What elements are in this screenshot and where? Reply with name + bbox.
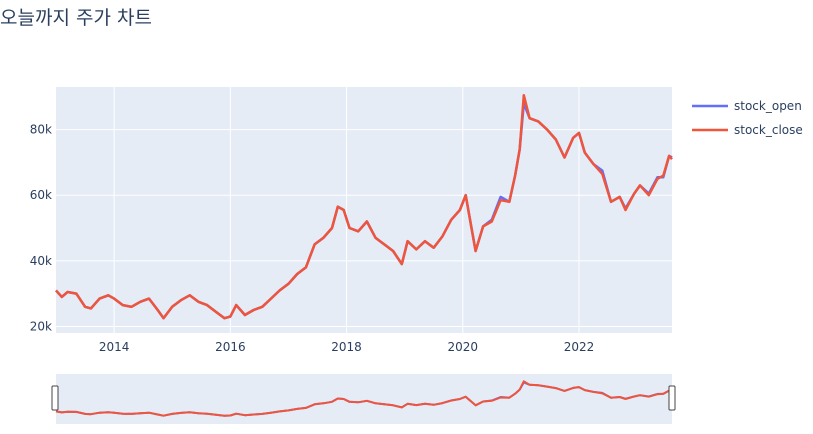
chart-title: 오늘까지 주가 차트 <box>0 7 152 29</box>
range-slider-series <box>55 380 673 417</box>
series-lines <box>55 93 673 320</box>
plot-area[interactable] <box>56 87 672 333</box>
slider-line-stock_close <box>55 380 673 417</box>
y-axis-ticks: 20k 40k 60k 80k <box>30 123 52 334</box>
y-tick-label: 20k <box>30 319 52 333</box>
range-slider[interactable] <box>56 374 672 424</box>
y-tick-label: 40k <box>30 254 52 268</box>
x-tick-label: 2018 <box>331 340 362 354</box>
range-slider-left-handle[interactable] <box>51 385 59 411</box>
x-axis-ticks: 2014 2016 2018 2020 2022 <box>99 340 594 354</box>
y-tick-label: 60k <box>30 188 52 202</box>
range-slider-right-handle[interactable] <box>668 385 676 411</box>
x-tick-label: 2022 <box>564 340 595 354</box>
legend-label[interactable]: stock_open <box>734 99 802 113</box>
legend: stock_open stock_close <box>692 99 803 137</box>
series-line-stock_close[interactable] <box>55 93 673 320</box>
y-tick-label: 80k <box>30 123 52 137</box>
grid-lines <box>56 87 672 333</box>
legend-label[interactable]: stock_close <box>734 123 803 137</box>
x-tick-label: 2014 <box>99 340 130 354</box>
x-tick-label: 2020 <box>448 340 479 354</box>
x-tick-label: 2016 <box>215 340 246 354</box>
